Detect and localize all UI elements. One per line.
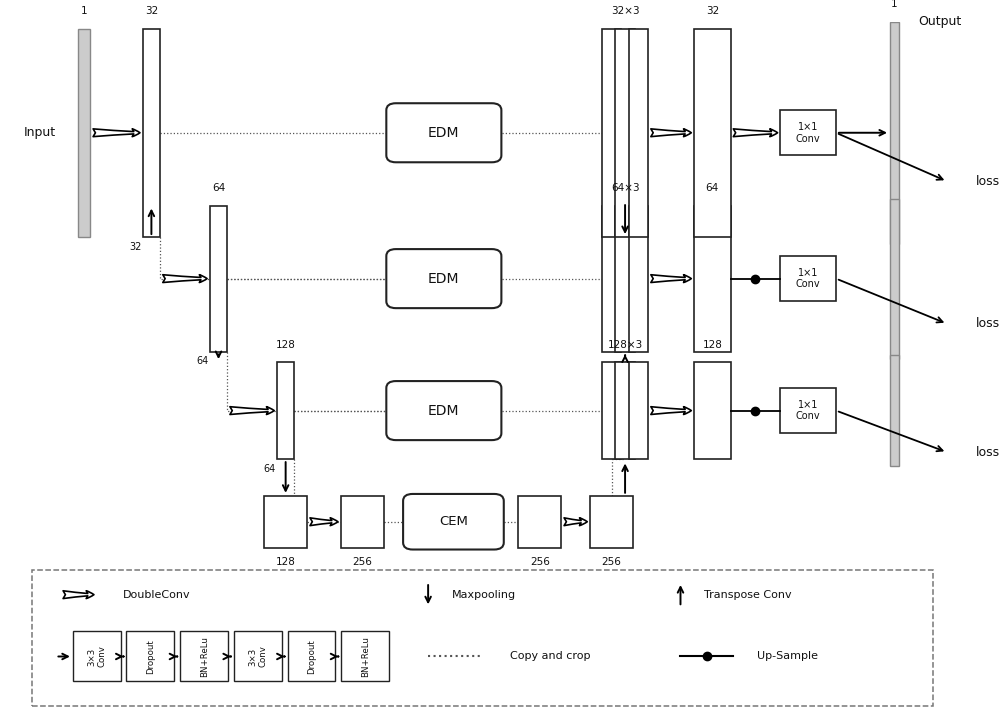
FancyBboxPatch shape bbox=[403, 494, 504, 549]
Text: Input: Input bbox=[23, 127, 56, 139]
Text: 256: 256 bbox=[602, 557, 622, 567]
Text: 256: 256 bbox=[530, 557, 550, 567]
Bar bbox=[73, 631, 121, 682]
Text: 1×1
Conv: 1×1 Conv bbox=[796, 400, 821, 421]
Text: 32: 32 bbox=[706, 6, 719, 17]
Bar bbox=[890, 198, 899, 359]
Bar bbox=[518, 495, 561, 548]
Bar bbox=[180, 631, 228, 682]
Text: 32×3: 32×3 bbox=[611, 6, 639, 17]
Text: 1×1
Conv: 1×1 Conv bbox=[796, 122, 821, 144]
Bar bbox=[780, 110, 836, 155]
Text: 128: 128 bbox=[276, 339, 296, 349]
Text: 3×3
Conv: 3×3 Conv bbox=[87, 646, 106, 667]
Bar bbox=[234, 631, 282, 682]
Text: loss: loss bbox=[976, 175, 1000, 188]
Text: BN+ReLu: BN+ReLu bbox=[200, 636, 209, 677]
Text: 1: 1 bbox=[81, 6, 88, 17]
Text: 256: 256 bbox=[352, 557, 372, 567]
Text: 1: 1 bbox=[891, 0, 898, 9]
Text: 32: 32 bbox=[129, 242, 142, 252]
Text: 128: 128 bbox=[276, 557, 296, 567]
Text: Output: Output bbox=[918, 15, 962, 28]
Bar bbox=[288, 631, 335, 682]
Bar bbox=[264, 495, 307, 548]
FancyBboxPatch shape bbox=[386, 104, 501, 162]
Bar bbox=[341, 495, 384, 548]
Bar bbox=[615, 29, 635, 237]
Bar bbox=[143, 29, 160, 237]
Bar bbox=[780, 388, 836, 433]
Bar bbox=[694, 362, 731, 459]
Text: 32: 32 bbox=[145, 6, 158, 17]
Text: Dropout: Dropout bbox=[307, 639, 316, 674]
Text: BN+ReLu: BN+ReLu bbox=[361, 636, 370, 677]
Text: Up-Sample: Up-Sample bbox=[757, 651, 818, 661]
Text: EDM: EDM bbox=[428, 272, 460, 285]
Bar bbox=[890, 22, 899, 244]
Text: loss: loss bbox=[976, 446, 1000, 459]
Bar bbox=[277, 362, 294, 459]
Bar bbox=[629, 362, 648, 459]
Bar bbox=[694, 206, 731, 352]
Text: 128×3: 128×3 bbox=[607, 339, 643, 349]
Bar bbox=[890, 355, 899, 466]
Bar bbox=[602, 206, 621, 352]
Bar bbox=[341, 631, 389, 682]
Bar bbox=[602, 29, 621, 237]
Text: 64: 64 bbox=[197, 357, 209, 366]
Bar bbox=[590, 495, 633, 548]
Text: DoubleConv: DoubleConv bbox=[123, 590, 190, 600]
Bar bbox=[780, 256, 836, 301]
Text: 3×3
Conv: 3×3 Conv bbox=[248, 646, 268, 667]
FancyBboxPatch shape bbox=[386, 381, 501, 440]
Text: 64: 64 bbox=[706, 183, 719, 193]
Bar bbox=[629, 206, 648, 352]
Text: loss: loss bbox=[976, 317, 1000, 330]
Text: 1×1
Conv: 1×1 Conv bbox=[796, 267, 821, 290]
FancyBboxPatch shape bbox=[386, 249, 501, 308]
Text: EDM: EDM bbox=[428, 126, 460, 139]
Text: Transpose Conv: Transpose Conv bbox=[704, 590, 792, 600]
Text: 64×3: 64×3 bbox=[611, 183, 639, 193]
Text: 128: 128 bbox=[702, 339, 722, 349]
Bar bbox=[78, 29, 90, 237]
Text: 64: 64 bbox=[212, 183, 225, 193]
Text: Maxpooling: Maxpooling bbox=[452, 590, 516, 600]
Bar bbox=[602, 362, 621, 459]
Bar bbox=[694, 29, 731, 237]
Text: Dropout: Dropout bbox=[146, 639, 155, 674]
Bar bbox=[126, 631, 174, 682]
Bar bbox=[629, 29, 648, 237]
Bar bbox=[210, 206, 227, 352]
Bar bbox=[32, 570, 933, 706]
Bar bbox=[615, 362, 635, 459]
Text: 64: 64 bbox=[264, 464, 276, 474]
Text: EDM: EDM bbox=[428, 403, 460, 418]
Text: CEM: CEM bbox=[439, 516, 468, 528]
Text: Copy and crop: Copy and crop bbox=[510, 651, 590, 661]
Bar bbox=[615, 206, 635, 352]
